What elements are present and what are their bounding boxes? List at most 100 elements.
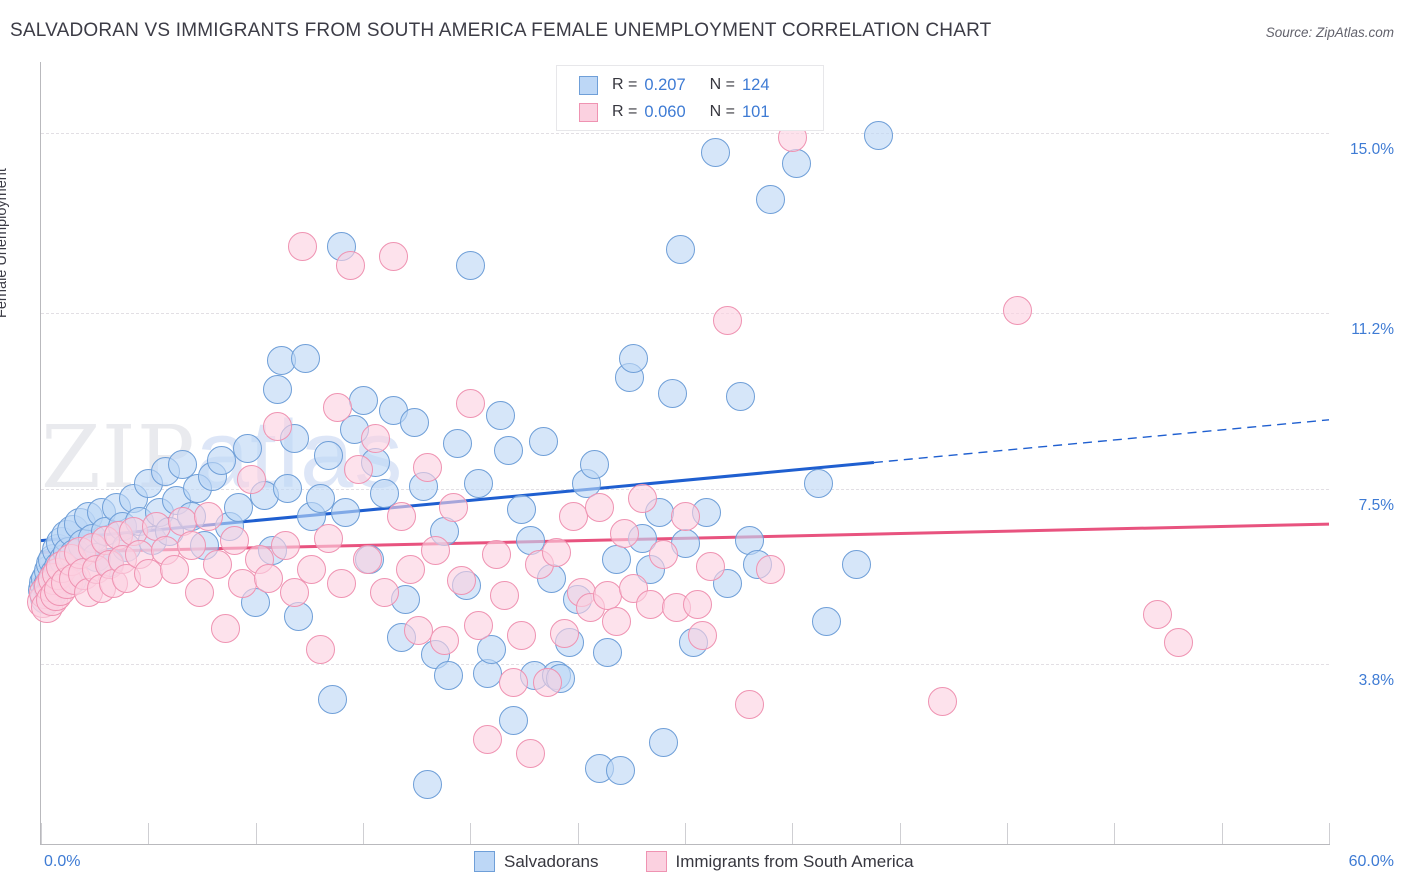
scatter-point — [202, 549, 232, 579]
x-tick — [470, 823, 472, 844]
x-tick — [1221, 823, 1223, 844]
series-label-immigrants: Immigrants from South America — [675, 851, 914, 871]
series-legend-item-immigrants[interactable]: Immigrants from South America — [645, 851, 914, 872]
x-tick — [148, 823, 150, 844]
scatter-point — [273, 474, 303, 504]
x-tick — [577, 823, 579, 844]
scatter-point — [232, 433, 262, 463]
scatter-point — [1164, 628, 1194, 658]
scatter-point — [528, 426, 558, 456]
x-tick — [41, 823, 42, 844]
scatter-point — [649, 540, 679, 570]
scatter-point — [550, 618, 580, 648]
trendline-dashed-blue — [873, 419, 1330, 464]
scatter-point — [713, 305, 743, 335]
scatter-point — [434, 661, 464, 691]
scatter-point — [803, 469, 833, 499]
scatter-point — [322, 393, 352, 423]
scatter-point — [133, 559, 163, 589]
y-axis-title: Female Unemployment — [0, 168, 10, 318]
x-axis-spine — [41, 844, 1330, 845]
scatter-point — [498, 706, 528, 736]
x-tick — [255, 823, 257, 844]
scatter-point — [666, 234, 696, 264]
scatter-point — [670, 502, 700, 532]
scatter-point — [430, 625, 460, 655]
scatter-point — [455, 388, 485, 418]
scatter-point — [438, 493, 468, 522]
scatter-point — [683, 590, 713, 620]
scatter-point — [485, 400, 515, 430]
x-tick — [899, 823, 901, 844]
scatter-point — [387, 502, 417, 532]
scatter-point — [541, 538, 571, 568]
scatter-point — [206, 445, 236, 475]
scatter-point — [700, 137, 730, 167]
scatter-point — [296, 554, 326, 584]
scatter-point — [185, 578, 215, 608]
scatter-point — [580, 450, 610, 480]
scatter-point — [412, 770, 442, 800]
series-swatch-pink — [645, 851, 667, 872]
x-tick — [363, 823, 364, 844]
y-axis-tick-label: 3.8% — [1358, 671, 1394, 689]
stats-row-salvadorans: R = 0.207 N = 124 — [579, 72, 770, 98]
scatter-point — [335, 251, 365, 281]
n-label-1: N = — [709, 76, 735, 93]
series-swatch-blue — [474, 851, 495, 872]
scatter-point — [726, 381, 756, 411]
scatter-point — [498, 668, 528, 698]
series-legend-item-salvadorans[interactable]: Salvadorans — [474, 851, 599, 872]
scatter-point — [515, 739, 545, 769]
scatter-point — [477, 635, 507, 665]
scatter-point — [601, 606, 631, 636]
scatter-point — [756, 554, 786, 584]
scatter-point — [649, 727, 679, 757]
scatter-point — [327, 568, 357, 598]
scatter-point — [262, 374, 292, 404]
r-label-2: R = — [612, 103, 638, 120]
scatter-point — [223, 493, 253, 522]
scatter-point — [288, 232, 318, 262]
scatter-point — [236, 464, 266, 494]
scatter-point — [228, 568, 258, 598]
scatter-point — [606, 756, 636, 786]
scatter-point — [812, 606, 842, 636]
r-value-2: 0.060 — [644, 102, 686, 121]
scatter-point — [627, 483, 657, 513]
scatter-point — [696, 552, 726, 582]
scatter-point — [601, 545, 631, 575]
scatter-point — [262, 412, 292, 442]
scatter-point — [928, 687, 958, 717]
scatter-point — [442, 429, 472, 459]
y-axis-tick-label: 15.0% — [1350, 141, 1394, 159]
x-tick — [1114, 823, 1116, 844]
legend-swatch-pink — [579, 102, 598, 122]
scatter-point — [533, 668, 563, 698]
scatter-point — [400, 407, 430, 437]
r-value-1: 0.207 — [644, 75, 686, 94]
scatter-point — [507, 495, 537, 525]
scatter-point — [412, 452, 442, 482]
scatter-point — [464, 611, 494, 641]
scatter-point — [657, 379, 687, 409]
n-label-2: N = — [709, 103, 735, 120]
scatter-point — [378, 241, 408, 271]
scatter-point — [455, 251, 485, 281]
stats-row-immigrants: R = 0.060 N = 101 — [579, 99, 770, 125]
scatter-point — [447, 566, 477, 596]
scatter-point — [305, 635, 335, 665]
scatter-point — [1003, 296, 1033, 326]
scatter-point — [219, 526, 249, 556]
legend-swatch-blue — [579, 75, 598, 95]
scatter-point — [344, 455, 374, 485]
scatter-point — [593, 580, 623, 610]
scatter-point — [318, 684, 348, 714]
scatter-point — [159, 554, 189, 584]
x-axis-min-label: 0.0% — [44, 853, 81, 870]
scatter-point — [1142, 599, 1172, 629]
scatter-point — [584, 493, 614, 522]
scatter-point — [842, 549, 872, 579]
scatter-point — [352, 545, 382, 575]
gridline — [41, 313, 1329, 315]
